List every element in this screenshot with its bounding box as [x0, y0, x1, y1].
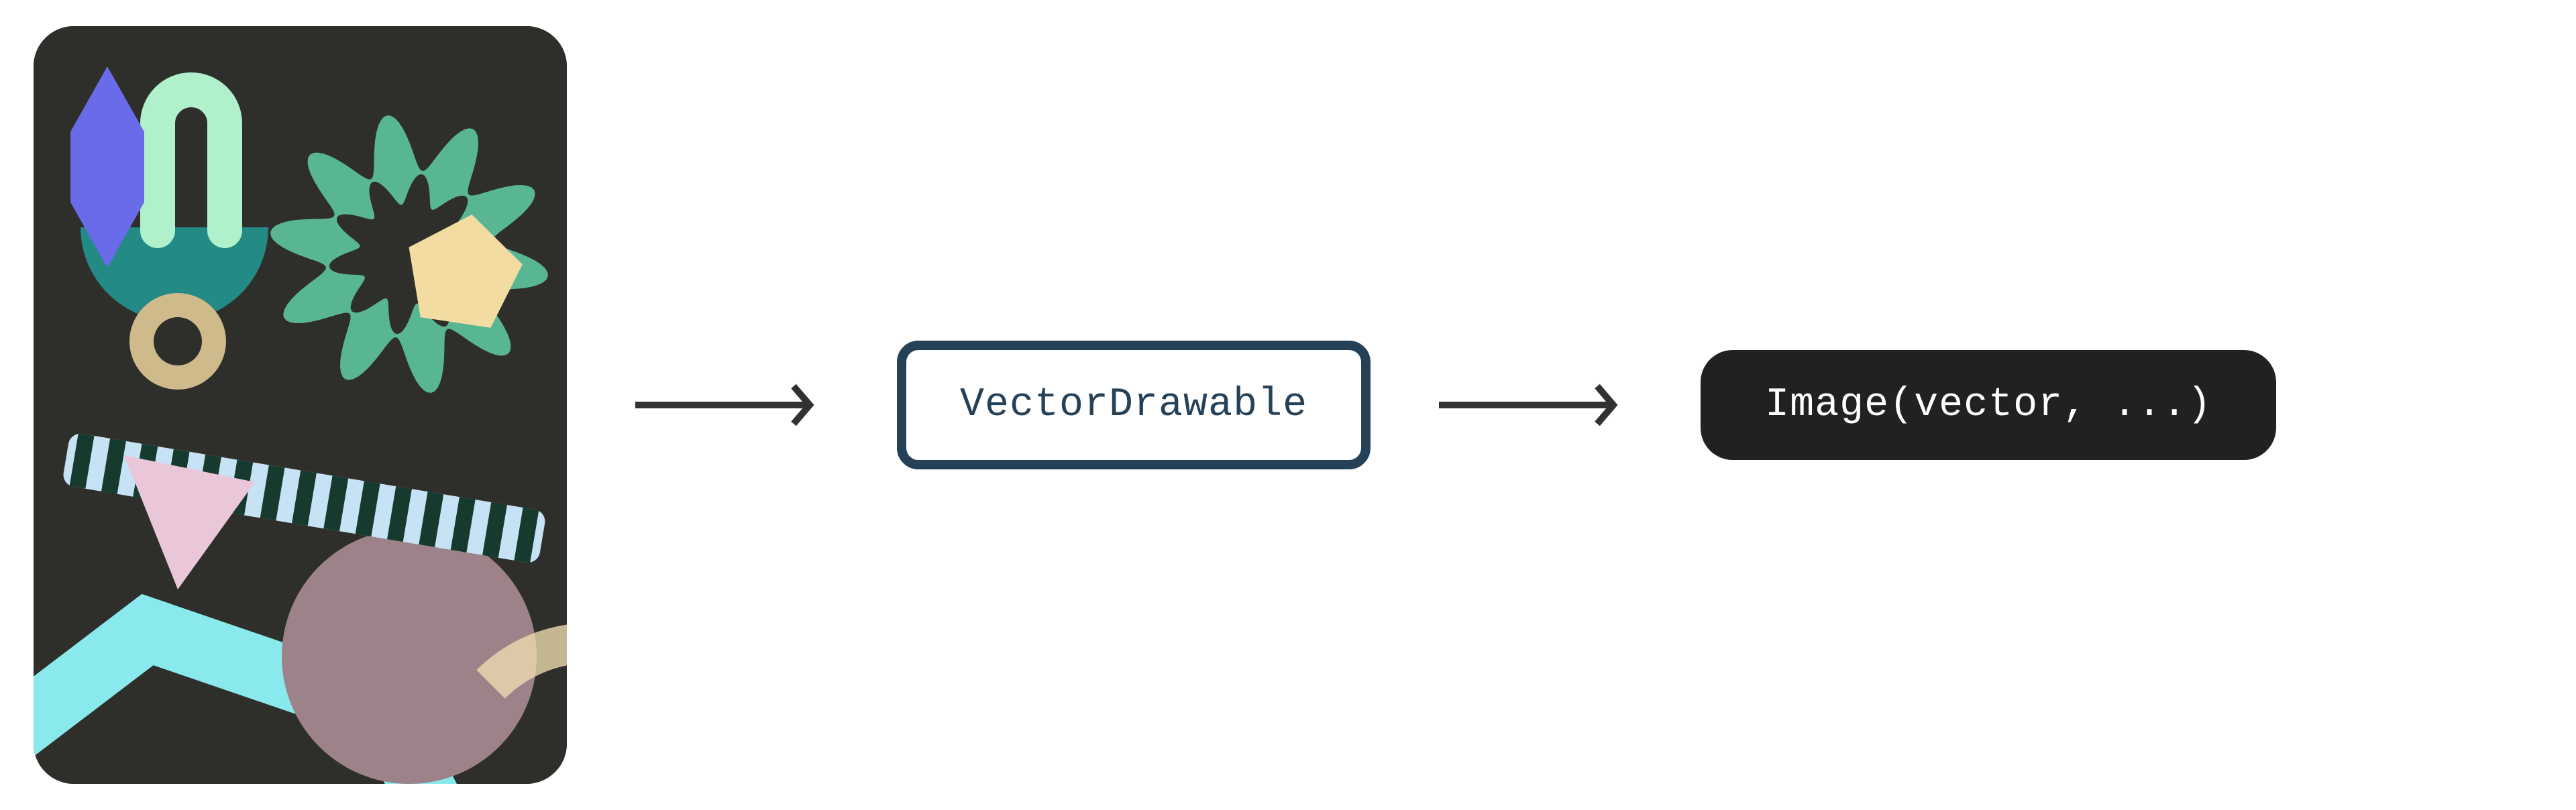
vector-art-card [34, 26, 567, 784]
vector-drawable-box: VectorDrawable [897, 341, 1371, 469]
vector-drawable-label: VectorDrawable [960, 382, 1307, 428]
image-code-box: Image(vector, ...) [1701, 350, 2276, 460]
arrow-icon [1438, 380, 1633, 430]
flow-row: VectorDrawable Image(vector, ...) [34, 0, 2276, 810]
arrow-1 [634, 380, 830, 430]
arrow-2 [1438, 380, 1633, 430]
image-code-label: Image(vector, ...) [1765, 382, 2212, 428]
diagram-canvas: VectorDrawable Image(vector, ...) [0, 0, 2576, 810]
vector-art-svg [34, 26, 567, 784]
arrow-icon [634, 380, 830, 430]
